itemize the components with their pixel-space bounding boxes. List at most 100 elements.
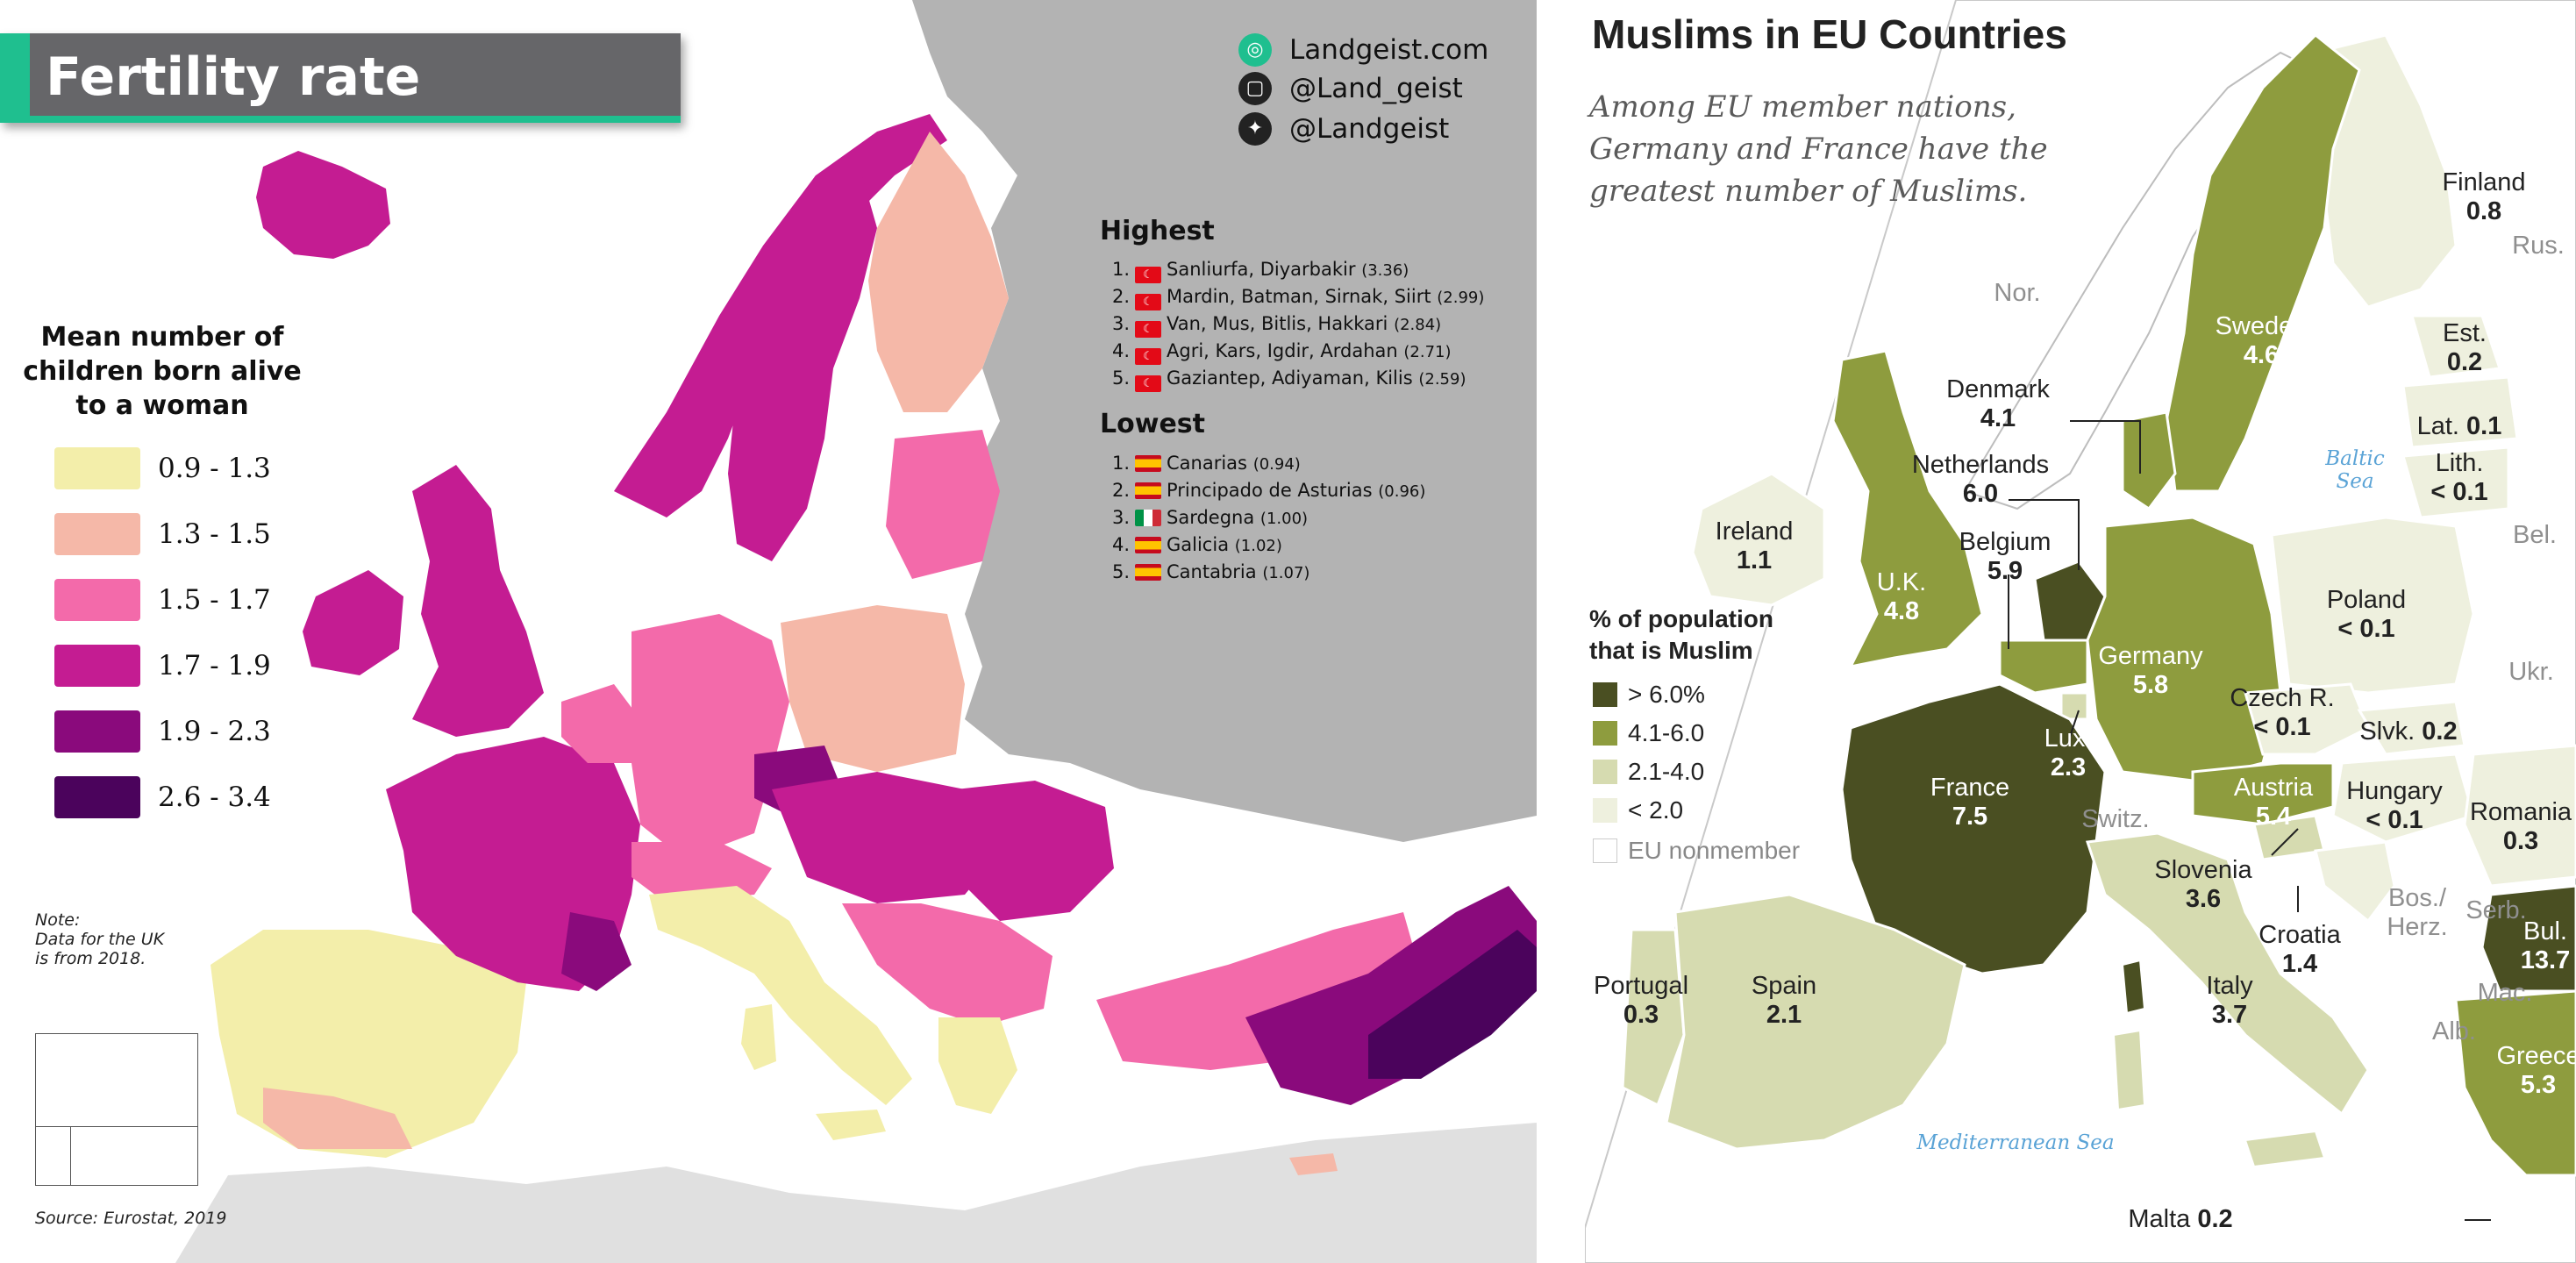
- italy-flag-icon: [1135, 510, 1161, 526]
- source-note: Source: Eurostat, 2019: [35, 1209, 227, 1228]
- legend-swatch: [54, 579, 140, 621]
- country-name: Lux.: [2044, 724, 2093, 753]
- country-name: Slvk.: [2359, 717, 2415, 746]
- inset-box-canaries: [35, 1033, 198, 1128]
- country-label-slovenia: Slovenia 3.6: [2154, 856, 2251, 914]
- north-africa-land: [175, 1123, 1537, 1263]
- country-value: 0.2: [2422, 717, 2458, 746]
- country-value: 0.2: [2446, 348, 2483, 376]
- sea-label-baltic: Baltic Sea: [2325, 447, 2385, 493]
- country-value: < 0.1: [2365, 806, 2423, 834]
- brand-twitter[interactable]: @Landgeist: [1289, 113, 1450, 145]
- central-europe-region: [772, 772, 1009, 903]
- legend-label: 4.1-6.0: [1628, 719, 1705, 746]
- legend-label: > 6.0%: [1628, 681, 1705, 708]
- country-label-portugal: Portugal 0.3: [1594, 972, 1688, 1030]
- country-value: < 0.1: [2430, 478, 2488, 506]
- country-label-belgium: Belgium 5.9: [1959, 528, 2052, 586]
- leader-line: [2070, 420, 2141, 474]
- highest-item: 4. ☾ Agri, Kars, Igdir, Ardahan (2.71): [1112, 339, 1452, 365]
- estonia-shape: [2410, 314, 2502, 379]
- portugal-south-region: [263, 1088, 412, 1149]
- legend-title-line: % of population: [1589, 605, 1773, 632]
- country-value: 0.3: [1623, 1001, 1659, 1029]
- belgium-shape: [1998, 639, 2089, 695]
- country-value: 2.1: [1766, 1001, 1802, 1029]
- country-value: < 0.1: [2337, 615, 2395, 643]
- turkey-east-region: [1245, 886, 1537, 1105]
- leader-line: [2271, 828, 2299, 856]
- legend-label: 1.5 - 1.7: [158, 584, 271, 616]
- legend-title-line: Mean number of: [40, 322, 284, 353]
- country-name: Spain: [1751, 972, 1817, 1000]
- sardinia-shape: [2112, 1029, 2146, 1111]
- legend-swatch: [1593, 798, 1617, 823]
- country-label-romania: Romania 0.3: [2470, 798, 2572, 856]
- country-name: Croatia: [2258, 921, 2341, 949]
- inset-box-azores: [70, 1126, 198, 1186]
- greece-region: [938, 1017, 1017, 1114]
- rank: 2.: [1112, 480, 1131, 501]
- country-value: 5.8: [2132, 671, 2169, 699]
- legend-swatch: [54, 447, 140, 489]
- legend-label: 2.6 - 3.4: [158, 781, 271, 813]
- romania-region: [956, 781, 1114, 921]
- nonmember-label: Nor.: [1994, 279, 2041, 307]
- corsica-shape: [2121, 959, 2146, 1015]
- legend-label: 1.7 - 1.9: [158, 650, 271, 681]
- brand-instagram[interactable]: @Land_geist: [1289, 73, 1463, 104]
- sea-label-mediterranean: Mediterranean Sea: [1916, 1131, 2115, 1154]
- country-value: 2.3: [2050, 753, 2087, 781]
- muslims-subtitle: Among EU member nations, Germany and Fra…: [1589, 86, 2080, 212]
- item-value: (2.84): [1394, 316, 1442, 334]
- highest-item: 3. ☾ Van, Mus, Bitlis, Hakkari (2.84): [1112, 311, 1441, 338]
- country-label-poland: Poland < 0.1: [2327, 586, 2406, 644]
- legend-title-line: children born alive: [23, 356, 302, 387]
- spain-shape: [1665, 893, 1966, 1151]
- highest-item: 2. ☾ Mardin, Batman, Sirnak, Siirt (2.99): [1112, 284, 1484, 310]
- country-name: U.K.: [1876, 568, 1927, 596]
- legend-label: < 2.0: [1628, 796, 1684, 824]
- legend-label: 2.1-4.0: [1628, 758, 1705, 785]
- lowest-item: 2. Principado de Asturias (0.96): [1112, 478, 1425, 504]
- legend-swatch: [54, 513, 140, 555]
- country-label-france: France 7.5: [1930, 774, 2009, 831]
- country-label-luxembourg: Lux. 2.3: [2044, 724, 2093, 782]
- portugal-shape: [1621, 928, 1686, 1108]
- country-value: 13.7: [2520, 946, 2571, 974]
- rank: 4.: [1112, 340, 1131, 361]
- cyprus-region: [1289, 1153, 1338, 1175]
- country-value: 6.0: [1962, 480, 1999, 508]
- country-label-netherlands: Netherlands 6.0: [1912, 451, 2049, 509]
- country-name: Germany: [2098, 642, 2203, 670]
- country-value: 4.8: [1883, 597, 1920, 625]
- slovakia-shape: [2357, 700, 2466, 756]
- country-label-austria: Austria 5.4: [2234, 774, 2313, 831]
- latvia-shape: [2401, 375, 2519, 449]
- country-label-spain: Spain 2.1: [1752, 972, 1816, 1030]
- great-britain-region: [412, 465, 544, 737]
- legend-label: 0.9 - 1.3: [158, 453, 271, 484]
- iceland-region: [256, 151, 390, 259]
- turkey-flag-icon: ☾: [1135, 321, 1161, 338]
- country-label-ireland: Ireland 1.1: [1716, 517, 1794, 575]
- country-name: Lith.: [2435, 449, 2484, 477]
- country-label-czech: Czech R. < 0.1: [2230, 684, 2334, 742]
- country-value: 4.1: [1980, 404, 2016, 432]
- muslims-legend-title: % of population that is Muslim: [1589, 603, 1773, 667]
- muslims-map-panel: [1585, 0, 2576, 1263]
- item-value: (2.59): [1418, 370, 1466, 389]
- note: Note: Data for the UK is from 2018.: [35, 910, 164, 968]
- country-value: < 0.1: [2253, 713, 2311, 741]
- item-name: Mardin, Batman, Sirnak, Siirt: [1167, 286, 1431, 307]
- fertility-map-panel: Fertility rate Mean number of children b…: [0, 0, 1537, 1263]
- item-name: Agri, Kars, Igdir, Ardahan: [1167, 340, 1398, 361]
- hungary-shape: [2331, 753, 2475, 844]
- rank: 2.: [1112, 286, 1131, 307]
- item-name: Sanliurfa, Diyarbakir: [1167, 259, 1356, 280]
- brand-website[interactable]: Landgeist.com: [1289, 34, 1489, 66]
- country-value: 0.3: [2502, 827, 2539, 855]
- country-name: Est.: [2443, 319, 2487, 347]
- baltics-region: [886, 430, 1000, 579]
- rank: 5.: [1112, 367, 1131, 389]
